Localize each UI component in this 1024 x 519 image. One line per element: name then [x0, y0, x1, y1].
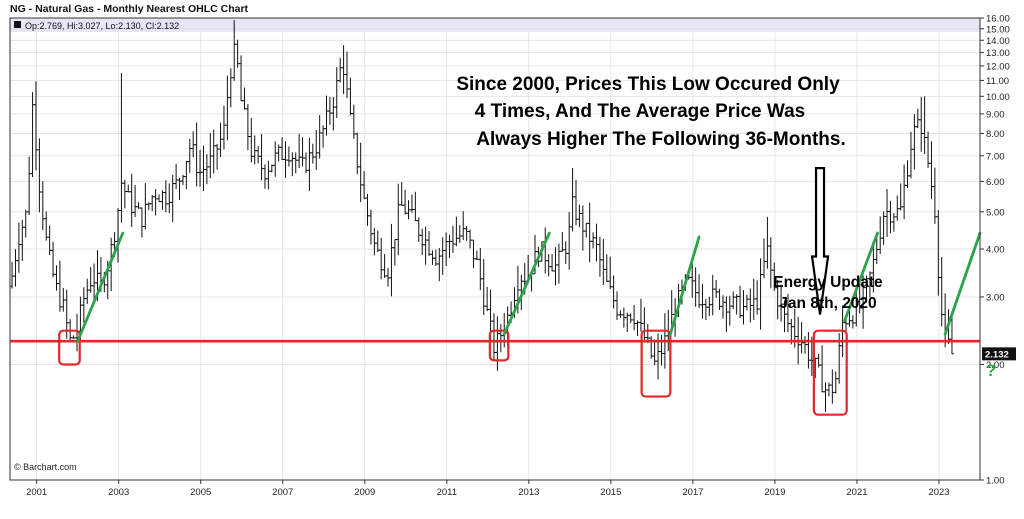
x-tick-label: 2015 — [600, 487, 621, 498]
y-tick-label: 2.00 — [986, 360, 1005, 371]
annotation-line-3: Always Higher The Following 36-Months. — [476, 129, 845, 150]
low-zone-box — [812, 329, 848, 416]
barchart-watermark: © Barchart.com — [14, 462, 77, 472]
y-tick-label: 10.00 — [986, 92, 1010, 103]
energy-update-line-1: Energy Update — [773, 274, 883, 291]
last-price-box — [982, 347, 1016, 361]
ohlc-readout: Op:2.769, Hi:3.027, Lo:2.130, Cl:2.132 — [25, 21, 179, 31]
x-tick-label: 2021 — [846, 487, 867, 498]
low-zone-box — [58, 329, 81, 366]
last-price-label: 2.132 — [985, 349, 1009, 360]
legend-swatch — [14, 21, 21, 28]
x-tick-label: 2009 — [354, 487, 375, 498]
x-tick-label: 2013 — [518, 487, 539, 498]
energy-update-line-2: Jan 8th, 2020 — [779, 295, 876, 312]
y-tick-label: 3.00 — [986, 292, 1005, 303]
y-tick-label: 4.00 — [986, 245, 1005, 256]
y-tick-label: 13.00 — [986, 48, 1010, 59]
green-trend-line — [943, 231, 982, 336]
x-tick-label: 2007 — [272, 487, 293, 498]
question-mark: ? — [986, 361, 996, 380]
annotation-line-1: Since 2000, Prices This Low Occured Only — [456, 74, 840, 95]
x-tick-label: 2001 — [26, 487, 47, 498]
y-tick-label: 15.00 — [986, 24, 1010, 35]
x-tick-label: 2017 — [682, 487, 703, 498]
green-trend-line — [502, 231, 551, 336]
x-tick-label: 2005 — [190, 487, 211, 498]
x-tick-label: 2003 — [108, 487, 129, 498]
y-tick-label: 5.00 — [986, 207, 1005, 218]
y-tick-label: 12.00 — [986, 61, 1010, 72]
x-tick-label: 2019 — [764, 487, 785, 498]
x-tick-label: 2023 — [928, 487, 949, 498]
green-trend-line — [843, 231, 879, 323]
low-zone-box — [488, 329, 510, 362]
y-tick-label: 6.00 — [986, 177, 1005, 188]
trend-arrows — [76, 166, 982, 343]
y-tick-label: 1.00 — [986, 476, 1005, 487]
y-tick-label: 9.00 — [986, 109, 1005, 120]
energy-update-down-arrow — [810, 166, 830, 315]
low-zone-box — [640, 329, 672, 398]
y-tick-label: 7.00 — [986, 151, 1005, 162]
plot-frame — [9, 17, 981, 481]
y-tick-label: 16.00 — [986, 14, 1010, 25]
ohlc-bars — [10, 20, 954, 412]
green-trend-line — [76, 231, 125, 343]
green-trend-line — [668, 235, 701, 336]
annotation-line-2: 4 Times, And The Average Price Was — [475, 101, 806, 122]
y-tick-label: 14.00 — [986, 36, 1010, 47]
y-tick-label: 11.00 — [986, 76, 1009, 87]
y-tick-label: 8.00 — [986, 129, 1005, 140]
chart-title: NG - Natural Gas - Monthly Nearest OHLC … — [10, 3, 249, 15]
low-zone-markers — [58, 329, 848, 416]
x-tick-label: 2011 — [437, 487, 457, 498]
